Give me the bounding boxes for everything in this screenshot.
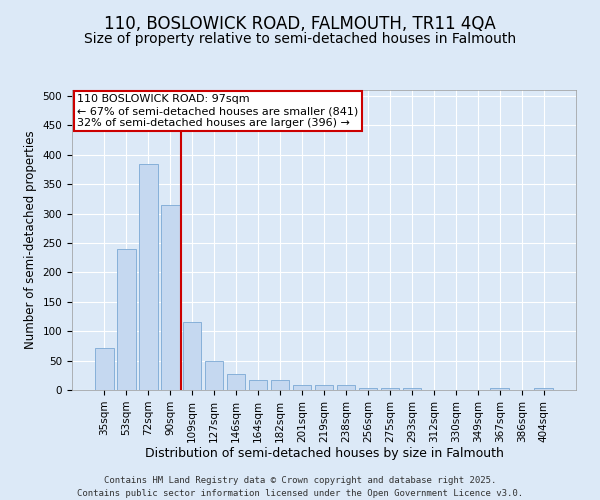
- Bar: [271, 380, 289, 390]
- Bar: [535, 388, 553, 390]
- Bar: [139, 164, 158, 390]
- Bar: [95, 348, 113, 390]
- X-axis label: Distribution of semi-detached houses by size in Falmouth: Distribution of semi-detached houses by …: [145, 448, 503, 460]
- Bar: [337, 386, 355, 390]
- Bar: [490, 388, 509, 390]
- Y-axis label: Number of semi-detached properties: Number of semi-detached properties: [24, 130, 37, 350]
- Bar: [249, 380, 268, 390]
- Bar: [293, 386, 311, 390]
- Text: Contains HM Land Registry data © Crown copyright and database right 2025.
Contai: Contains HM Land Registry data © Crown c…: [77, 476, 523, 498]
- Bar: [314, 386, 334, 390]
- Bar: [380, 388, 399, 390]
- Text: Size of property relative to semi-detached houses in Falmouth: Size of property relative to semi-detach…: [84, 32, 516, 46]
- Text: 110 BOSLOWICK ROAD: 97sqm
← 67% of semi-detached houses are smaller (841)
32% of: 110 BOSLOWICK ROAD: 97sqm ← 67% of semi-…: [77, 94, 358, 128]
- Bar: [403, 388, 421, 390]
- Bar: [117, 249, 136, 390]
- Bar: [227, 374, 245, 390]
- Text: 110, BOSLOWICK ROAD, FALMOUTH, TR11 4QA: 110, BOSLOWICK ROAD, FALMOUTH, TR11 4QA: [104, 15, 496, 33]
- Bar: [359, 388, 377, 390]
- Bar: [205, 360, 223, 390]
- Bar: [161, 204, 179, 390]
- Bar: [183, 322, 202, 390]
